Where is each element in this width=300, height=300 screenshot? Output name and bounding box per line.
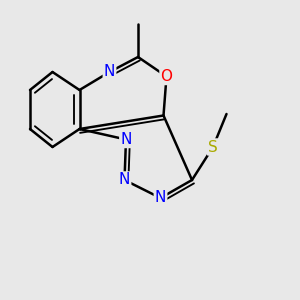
Text: N: N bbox=[120, 132, 132, 147]
Text: N: N bbox=[104, 64, 115, 80]
Text: N: N bbox=[119, 172, 130, 188]
Text: O: O bbox=[160, 69, 172, 84]
Text: N: N bbox=[155, 190, 166, 206]
Text: S: S bbox=[208, 140, 218, 154]
